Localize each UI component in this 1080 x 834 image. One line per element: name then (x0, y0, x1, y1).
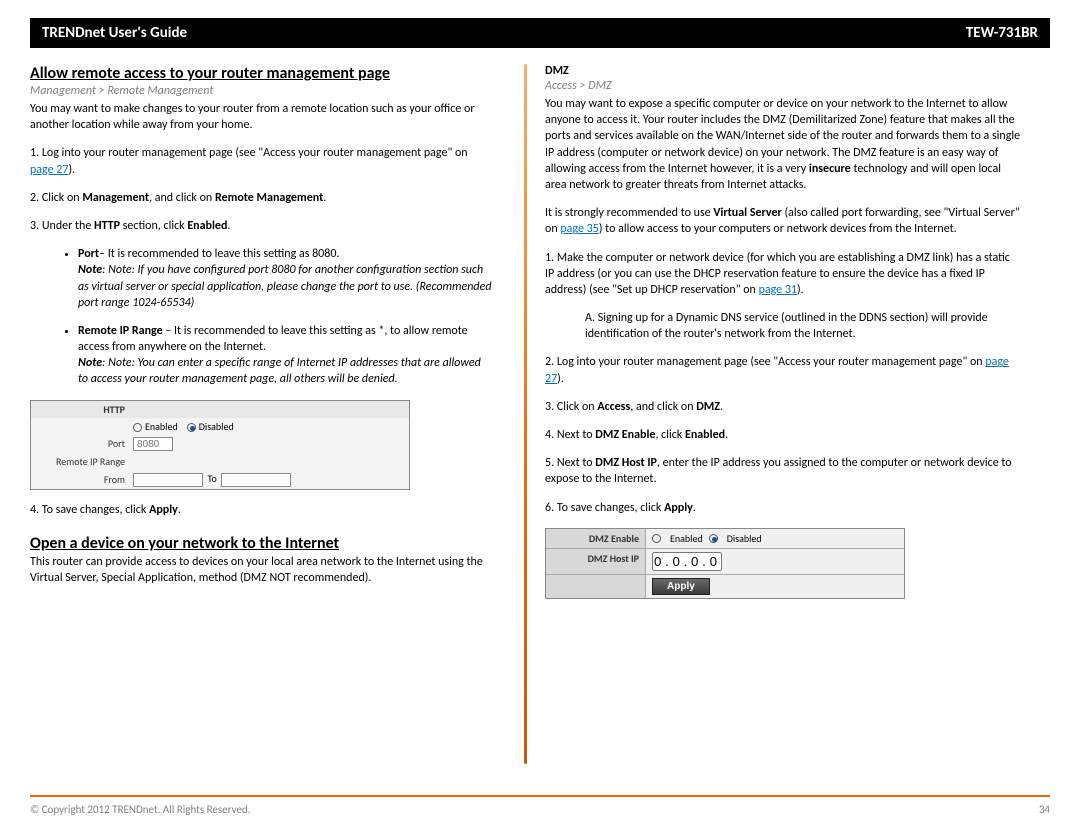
bullet-port: Port– It is recommended to leave this se… (78, 246, 492, 311)
header-bar: TRENDnet User's Guide TEW-731BR (30, 18, 1050, 48)
radio-dmz-enabled[interactable] (652, 534, 661, 543)
from-label: From (37, 473, 133, 486)
step-2: 2. Click on Management, and click on Rem… (30, 190, 492, 206)
header-right: TEW-731BR (966, 24, 1038, 42)
http-heading: HTTP (37, 403, 133, 416)
r-step-3: 3. Click on Access, and click on DMZ. (545, 399, 1021, 415)
right-column: DMZ Access > DMZ You may want to expose … (541, 64, 1021, 764)
dmz-settings-box: DMZ Enable Enabled Disabled DMZ Host IP … (545, 528, 905, 599)
r-step-5: 5. Next to DMZ Host IP, enter the IP add… (545, 455, 1021, 487)
dmz-recommend: It is strongly recommended to use Virtua… (545, 205, 1021, 237)
content-area: Allow remote access to your router manag… (30, 64, 1050, 764)
ip-range-label: Remote IP Range (37, 455, 133, 468)
step-1: 1. Log into your router management page … (30, 145, 492, 177)
copyright: © Copyright 2012 TRENDnet. All Rights Re… (30, 803, 251, 816)
radio-disabled[interactable] (187, 423, 196, 432)
port-label: Port (37, 437, 133, 450)
r-step-2: 2. Log into your router management page … (545, 354, 1021, 386)
dmz-heading: DMZ (545, 64, 1021, 78)
r-step-1: 1. Make the computer or network device (… (545, 250, 1021, 299)
link-page35[interactable]: page 35 (560, 222, 598, 236)
port-input[interactable] (133, 437, 173, 451)
intro-remote: You may want to make changes to your rou… (30, 101, 492, 133)
footer: © Copyright 2012 TRENDnet. All Rights Re… (30, 795, 1050, 816)
radio-enabled[interactable] (133, 423, 142, 432)
link-page27[interactable]: page 27 (30, 163, 68, 177)
dmz-intro: You may want to expose a specific comput… (545, 96, 1021, 193)
r-step-6: 6. To save changes, click Apply. (545, 500, 1021, 516)
to-input[interactable] (221, 473, 291, 487)
http-settings-box: HTTP Enabled Disabled Port Remote IP Ran… (30, 400, 410, 490)
r-step-4: 4. Next to DMZ Enable, click Enabled. (545, 427, 1021, 443)
apply-button[interactable]: Apply (652, 578, 710, 595)
dmz-enable-radios[interactable]: Enabled Disabled (646, 529, 904, 548)
column-divider (524, 64, 527, 764)
bullets: Port– It is recommended to leave this se… (60, 246, 492, 388)
section-title-open-device: Open a device on your network to the Int… (30, 534, 492, 553)
http-enable-radios[interactable]: Enabled Disabled (133, 420, 234, 433)
bullet-remote-ip: Remote IP Range – It is recommended to l… (78, 323, 492, 388)
intro-open-device: This router can provide access to device… (30, 554, 492, 586)
breadcrumb-remote: Management > Remote Management (30, 84, 492, 98)
step-4: 4. To save changes, click Apply. (30, 502, 492, 518)
dmz-host-input[interactable] (652, 552, 722, 571)
section-title-remote: Allow remote access to your router manag… (30, 64, 492, 83)
page-number: 34 (1039, 803, 1050, 816)
dmz-enable-label: DMZ Enable (546, 529, 646, 548)
left-column: Allow remote access to your router manag… (30, 64, 510, 764)
link-page31[interactable]: page 31 (759, 283, 797, 297)
step-3: 3. Under the HTTP section, click Enabled… (30, 218, 492, 234)
from-input[interactable] (133, 473, 203, 487)
radio-dmz-disabled[interactable] (709, 534, 718, 543)
r-step-1a: A. Signing up for a Dynamic DNS service … (585, 310, 1021, 342)
breadcrumb-dmz: Access > DMZ (545, 79, 1021, 93)
dmz-host-label: DMZ Host IP (546, 549, 646, 574)
header-left: TRENDnet User's Guide (42, 24, 187, 42)
